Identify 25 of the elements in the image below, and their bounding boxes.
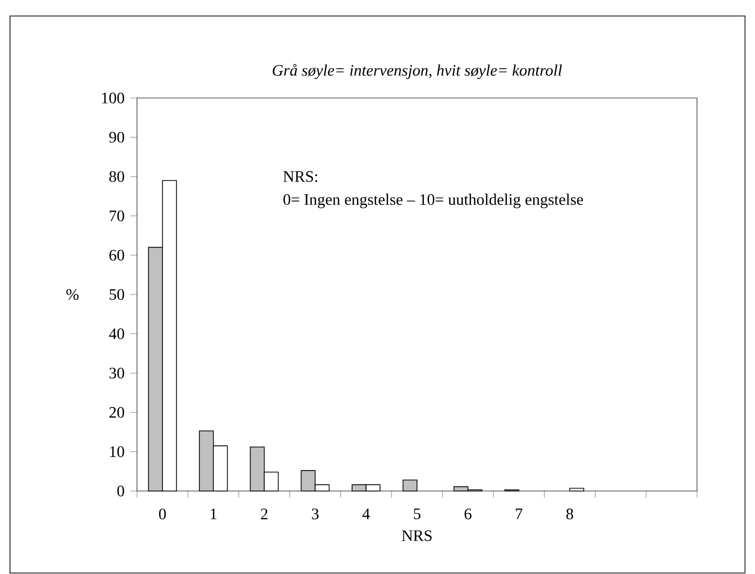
y-tick-label: 10 <box>110 446 124 458</box>
x-tick-label: 6 <box>464 508 472 520</box>
y-tick-label: 100 <box>102 92 124 104</box>
x-tick-label: 2 <box>260 508 268 520</box>
x-tick-label: 4 <box>362 508 370 520</box>
y-tick-label: 90 <box>109 132 124 143</box>
x-tick-label: 5 <box>414 508 420 520</box>
y-axis-title: % <box>66 289 79 300</box>
annotation: 0= Ingen engstelse – 10= uutholdelig engstelse <box>283 194 583 208</box>
y-tick-label: 40 <box>109 328 124 340</box>
y-tick-label: 80 <box>109 171 124 182</box>
y-tick-label: 0 <box>117 486 124 496</box>
y-tick-label: 50 <box>110 289 124 300</box>
y-tick-label: 20 <box>109 406 124 418</box>
annotation: NRS: <box>283 171 318 182</box>
x-tick-label: 3 <box>312 508 319 520</box>
x-tick-label: 0 <box>159 508 166 520</box>
x-tick-label: 8 <box>566 508 574 520</box>
y-tick-label: 70 <box>110 210 124 222</box>
x-tick-label: 1 <box>210 508 216 520</box>
chart-title: Grå søyle= intervensjon, hvit søyle= kontroll <box>272 64 562 80</box>
x-tick-label: 7 <box>516 508 522 520</box>
y-tick-label: 30 <box>110 368 124 378</box>
x-axis-title: NRS <box>402 530 432 542</box>
y-tick-label: 60 <box>109 250 124 261</box>
